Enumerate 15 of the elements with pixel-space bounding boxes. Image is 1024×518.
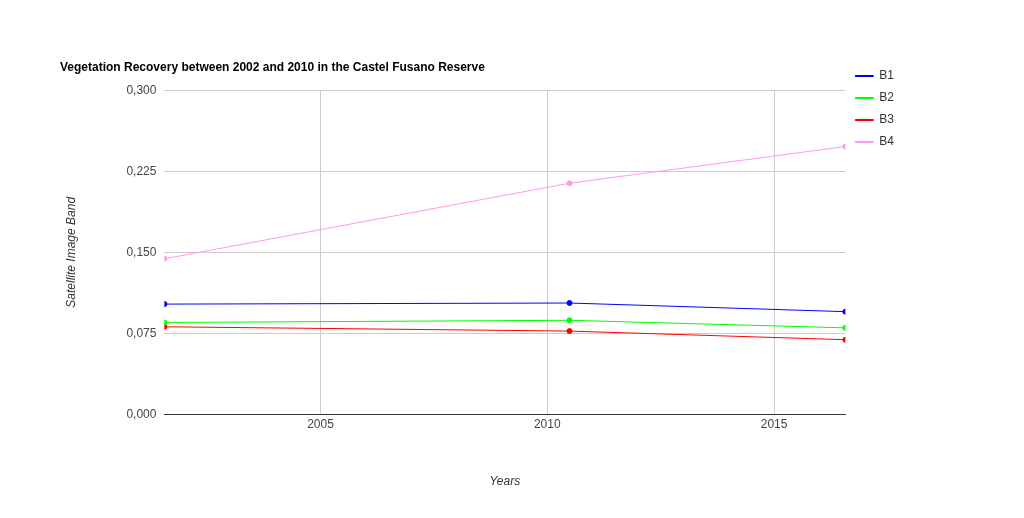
y-tick-label: 0,000 (126, 406, 157, 421)
legend-label: B2 (879, 90, 895, 105)
x-tick-label: 2010 (533, 416, 561, 431)
legend-label: B3 (879, 112, 895, 127)
x-tick-label: 2005 (307, 416, 335, 431)
chart-title: Vegetation Recovery between 2002 and 2010 in the Castel Fusano Reserve (60, 59, 486, 74)
y-tick-label: 0,150 (126, 244, 157, 259)
y-tick-label: 0,225 (126, 163, 157, 178)
x-tick-label: 2015 (760, 416, 788, 431)
y-tick-label: 0,075 (126, 325, 157, 340)
y-tick-label: 0,300 (126, 82, 157, 97)
y-axis-title: Satellite Image Band (63, 196, 78, 308)
legend-label: B1 (879, 68, 895, 83)
legend-label: B4 (879, 134, 895, 149)
x-axis-title: Years (489, 474, 521, 489)
